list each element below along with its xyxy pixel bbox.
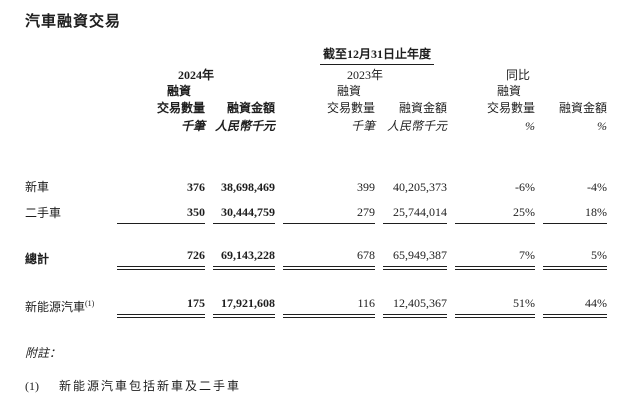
- total-2023-count: 678: [283, 244, 375, 270]
- auto-financing-table: 截至12月31日止年度 2024年 2023年 同比 融資 融資 融資 交易數量…: [17, 43, 615, 318]
- total-yoy-count: 7%: [455, 244, 535, 270]
- used-car-yoy-amount: 18%: [543, 198, 607, 224]
- units-row: 千筆 人民幣千元 千筆 人民幣千元 % %: [25, 116, 607, 134]
- notes-section: 附註： (1) 新能源汽車包括新車及二手車: [25, 344, 631, 394]
- total-2024-count: 726: [117, 244, 205, 270]
- year-header-row: 2024年 2023年 同比: [25, 65, 607, 83]
- note-item-1: (1) 新能源汽車包括新車及二手車: [25, 377, 631, 394]
- used-car-yoy-count: 25%: [455, 198, 535, 224]
- column-header-row: 交易數量 融資金額 交易數量 融資金額 交易數量 融資金額: [25, 99, 607, 116]
- notes-heading: 附註：: [25, 346, 62, 360]
- empty-cell: [383, 83, 447, 99]
- financing-label-yoy: 融資: [496, 84, 521, 98]
- new-car-2024-count: 376: [187, 180, 205, 194]
- header-amount-yoy: 融資金額: [558, 101, 607, 115]
- new-car-2023-count: 399: [357, 180, 375, 194]
- spacer-row: [25, 224, 607, 244]
- header-amount-2024: 融資金額: [226, 101, 275, 115]
- used-car-2023-count: 279: [283, 198, 375, 224]
- period-header-cell: 截至12月31日止年度: [117, 43, 607, 65]
- financing-label-2023: 融資: [336, 84, 361, 98]
- page-title: 汽車融資交易: [25, 14, 122, 30]
- row-label-new-car: 新車: [25, 180, 50, 194]
- period-header-row: 截至12月31日止年度: [25, 43, 607, 65]
- total-2023-amount: 65,949,387: [383, 244, 447, 270]
- empty-cell: [25, 116, 109, 134]
- row-label-nev: 新能源汽車(1): [25, 292, 109, 318]
- new-car-2024-amount: 38,698,469: [221, 180, 275, 194]
- unit-thousand-2024: 千筆: [180, 119, 205, 133]
- note-marker: (1): [25, 379, 39, 393]
- row-total: 總計 726 69,143,228 678 65,949,387 7% 5%: [25, 244, 607, 270]
- nev-2023-count: 116: [283, 292, 375, 318]
- empty-cell: [25, 43, 109, 65]
- nev-yoy-amount: 44%: [543, 292, 607, 318]
- row-nev: 新能源汽車(1) 175 17,921,608 116 12,405,367 5…: [25, 292, 607, 318]
- nev-yoy-count: 51%: [455, 292, 535, 318]
- empty-cell: [543, 83, 607, 99]
- nev-2023-amount: 12,405,367: [383, 292, 447, 318]
- total-yoy-amount: 5%: [543, 244, 607, 270]
- new-car-2023-amount: 40,205,373: [393, 180, 447, 194]
- financing-label-2024: 融資: [166, 84, 191, 98]
- nev-label-text: 新能源汽車: [25, 300, 86, 314]
- unit-pct-count: %: [525, 119, 535, 133]
- financing-subheader-row: 融資 融資 融資: [25, 83, 607, 99]
- used-car-2023-amount: 25,744,014: [383, 198, 447, 224]
- new-car-yoy-count: -6%: [515, 180, 535, 194]
- empty-cell: [25, 83, 109, 99]
- nev-footnote-marker: (1): [85, 299, 95, 308]
- header-txn-count-2023: 交易數量: [326, 101, 375, 115]
- yoy-label: 同比: [505, 68, 530, 82]
- header-txn-count-yoy: 交易數量: [486, 101, 535, 115]
- spacer-row: [25, 134, 607, 174]
- row-new-car: 新車 376 38,698,469 399 40,205,373 -6% -4%: [25, 174, 607, 198]
- header-amount-2023: 融資金額: [398, 101, 447, 115]
- new-car-yoy-amount: -4%: [587, 180, 607, 194]
- col-group-2024: 2024年: [177, 68, 214, 82]
- spacer-row: [25, 270, 607, 292]
- row-used-car: 二手車 350 30,444,759 279 25,744,014 25% 18…: [25, 198, 607, 224]
- unit-thousand-2023: 千筆: [350, 119, 375, 133]
- note-text: 新能源汽車包括新車及二手車: [59, 379, 242, 393]
- header-txn-count-2024: 交易數量: [156, 101, 205, 115]
- total-2024-amount: 69,143,228: [213, 244, 275, 270]
- period-header: 截至12月31日止年度: [319, 47, 434, 65]
- row-label-total: 總計: [25, 252, 50, 266]
- used-car-2024-amount: 30,444,759: [213, 198, 275, 224]
- nev-2024-count: 175: [117, 292, 205, 318]
- nev-2024-amount: 17,921,608: [213, 292, 275, 318]
- row-label-used-car: 二手車: [25, 206, 62, 220]
- used-car-2024-count: 350: [117, 198, 205, 224]
- col-group-2023: 2023年: [346, 68, 383, 82]
- col-group-yoy: 同比: [455, 65, 607, 83]
- empty-cell: [213, 83, 275, 99]
- empty-cell: [25, 99, 109, 116]
- unit-rmb-2024: 人民幣千元: [214, 119, 275, 133]
- empty-cell: [25, 65, 109, 83]
- unit-rmb-2023: 人民幣千元: [386, 119, 447, 133]
- unit-pct-amount: %: [597, 119, 607, 133]
